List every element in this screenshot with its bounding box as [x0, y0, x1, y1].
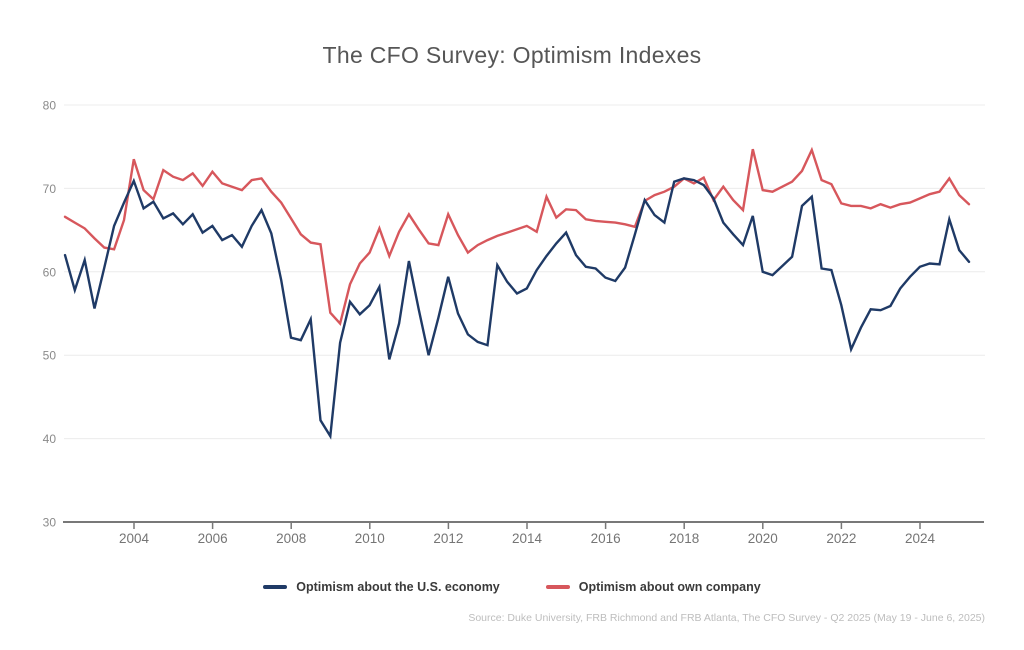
x-tick-label: 2006 [198, 531, 228, 546]
x-tick-label: 2024 [905, 531, 936, 546]
us-economy-line [63, 177, 971, 440]
x-tick-label: 2020 [748, 531, 778, 546]
x-tick-label: 2010 [355, 531, 385, 546]
own-company-line [63, 146, 971, 326]
own-company-line-swatch [545, 585, 570, 589]
y-tick-label: 40 [43, 432, 57, 446]
page-title: The CFO Survey: Optimism Indexes [322, 42, 702, 68]
y-tick-label: 50 [43, 349, 57, 363]
source-note: Source: Duke University, FRB Richmond an… [468, 612, 985, 624]
chart-legend: Optimism about the U.S. economy Optimism… [0, 580, 1024, 594]
legend-label-us-economy: Optimism about the U.S. economy [296, 580, 500, 594]
x-tick-label: 2018 [669, 531, 699, 546]
x-tick-label: 2016 [591, 531, 621, 546]
legend-item-us-economy[interactable]: Optimism about the U.S. economy [263, 580, 500, 594]
us-economy-line-swatch [263, 585, 288, 589]
legend-item-own-company[interactable]: Optimism about own company [545, 580, 761, 594]
y-tick-label: 70 [43, 182, 57, 196]
y-tick-label: 80 [43, 99, 57, 113]
x-tick-label: 2022 [826, 531, 856, 546]
y-tick-label: 60 [43, 265, 57, 279]
y-tick-label: 30 [43, 516, 57, 530]
legend-label-own-company: Optimism about own company [578, 580, 761, 594]
x-tick-label: 2014 [512, 531, 543, 546]
x-tick-label: 2008 [276, 531, 306, 546]
x-tick-label: 2012 [433, 531, 463, 546]
x-tick-label: 2004 [119, 531, 150, 546]
